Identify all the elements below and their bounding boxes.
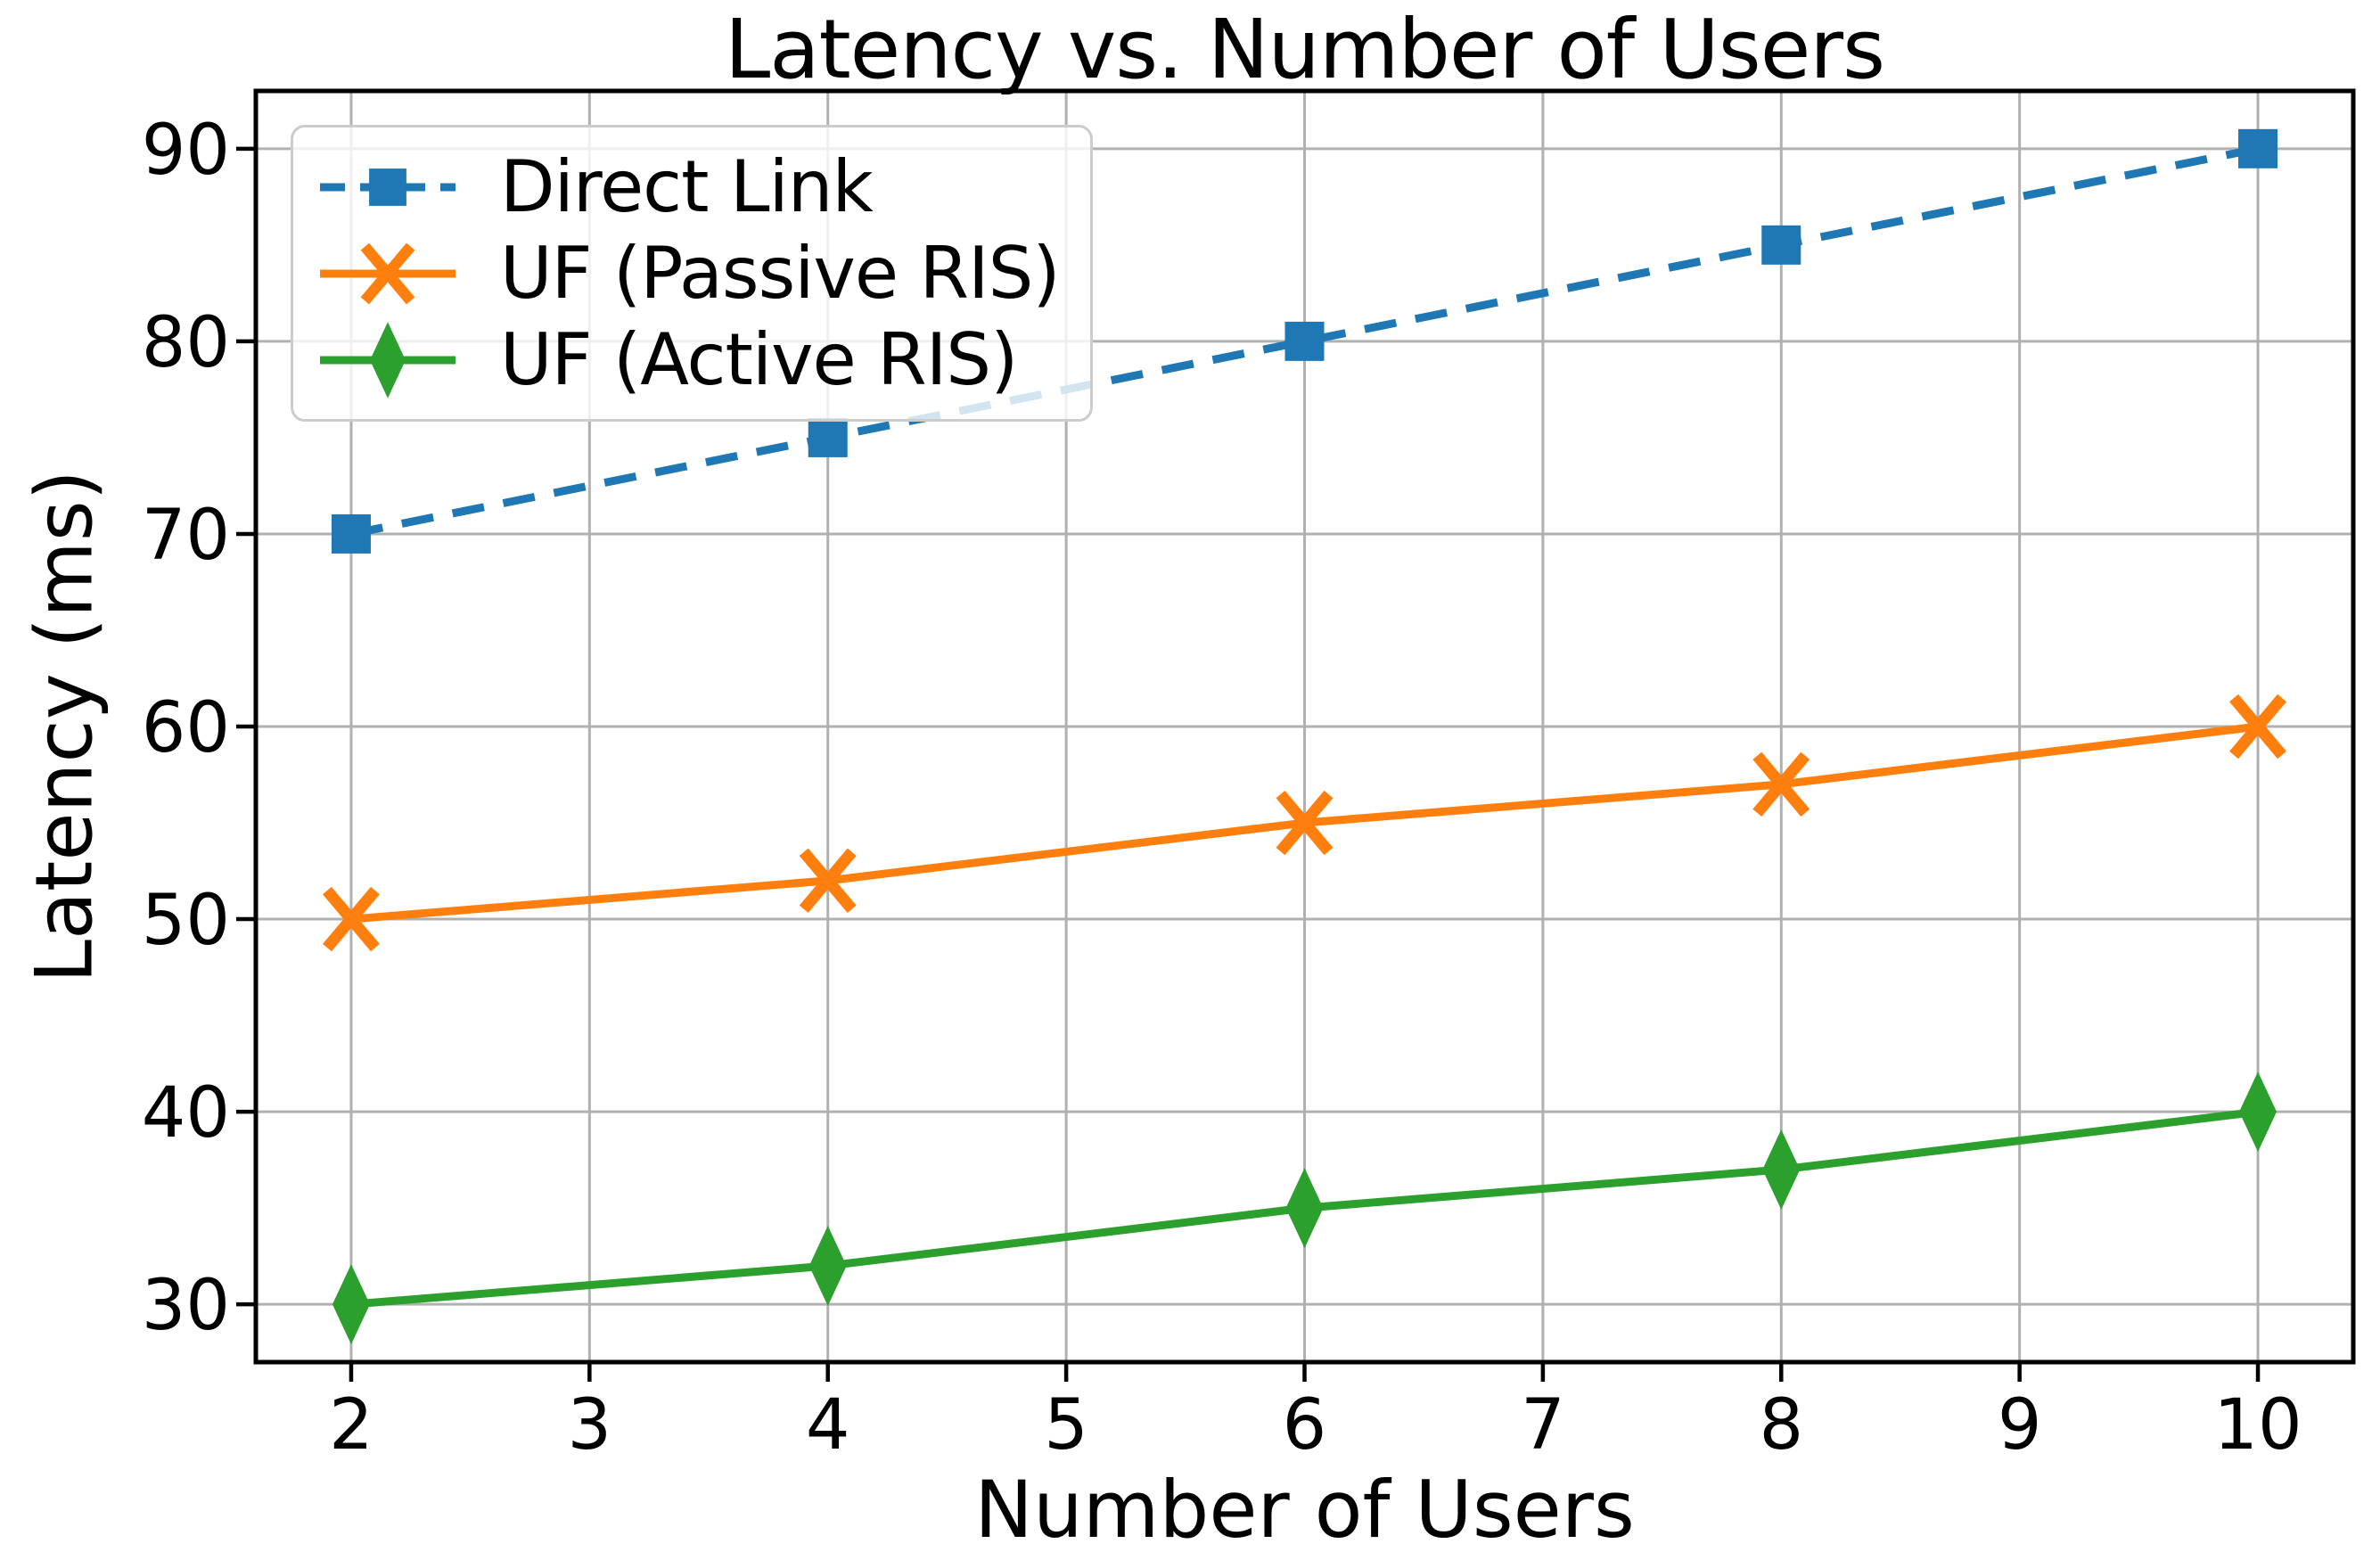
x-tick-label-8: 8	[1759, 1385, 1803, 1466]
x-tick-label-5: 5	[1044, 1385, 1088, 1466]
y-axis-label: Latency (ms)	[18, 469, 111, 984]
series-1	[322, 694, 2287, 952]
series-2	[332, 1072, 2277, 1345]
x-tick-label-4: 4	[806, 1385, 850, 1466]
y-tick-label-40: 40	[142, 1073, 230, 1154]
marker-x	[1276, 790, 1334, 856]
x-tick-label-7: 7	[1521, 1385, 1565, 1466]
marker-square	[1761, 225, 1801, 265]
series-0	[331, 128, 2278, 554]
legend-label: Direct Link	[500, 145, 874, 228]
marker-diamond	[1285, 1168, 1324, 1249]
legend-item-direct-link: Direct Link	[316, 144, 1060, 230]
x-tick-label-9: 9	[1998, 1385, 2042, 1466]
legend-marker-uf-active-ris	[320, 321, 455, 398]
y-tick-label-90: 90	[142, 111, 230, 191]
marker-x	[322, 886, 380, 952]
x-axis-label: Number of Users	[974, 1464, 1635, 1552]
chart-title: Latency vs. Number of Users	[724, 2, 1885, 97]
legend-item-uf-active-ris: UF (Active RIS)	[316, 316, 1060, 403]
x-tick-label-2: 2	[329, 1385, 373, 1466]
marker-diamond	[2239, 1072, 2277, 1153]
legend-marker-uf-passive-ris	[320, 242, 455, 304]
x-tick-label-6: 6	[1283, 1385, 1327, 1466]
legend: Direct Link UF (Passive RIS) UF (Active …	[291, 125, 1093, 422]
marker-square	[808, 417, 848, 457]
marker-x	[799, 848, 857, 914]
legend-marker-direct-link	[320, 168, 455, 206]
y-tick-label-50: 50	[142, 881, 230, 961]
y-tick-label-30: 30	[142, 1266, 230, 1346]
legend-label: UF (Passive RIS)	[500, 232, 1061, 315]
y-tick-label-60: 60	[142, 688, 230, 768]
marker-diamond	[808, 1225, 847, 1306]
marker-x	[2229, 694, 2287, 760]
marker-diamond	[1762, 1129, 1801, 1210]
marker-diamond	[370, 321, 406, 398]
legend-item-uf-passive-ris: UF (Passive RIS)	[316, 230, 1061, 316]
marker-square	[2238, 128, 2278, 168]
marker-square	[369, 168, 406, 206]
y-tick-label-80: 80	[142, 303, 230, 383]
marker-square	[331, 513, 371, 554]
marker-x	[360, 242, 415, 304]
series-line-0	[350, 144, 2259, 538]
x-tick-label-10: 10	[2213, 1385, 2302, 1466]
legend-label: UF (Active RIS)	[500, 318, 1018, 401]
x-tick-label-3: 3	[568, 1385, 612, 1466]
y-tick-label-70: 70	[142, 496, 230, 576]
marker-x	[1752, 751, 1810, 817]
marker-square	[1284, 321, 1325, 361]
marker-diamond	[332, 1264, 370, 1345]
